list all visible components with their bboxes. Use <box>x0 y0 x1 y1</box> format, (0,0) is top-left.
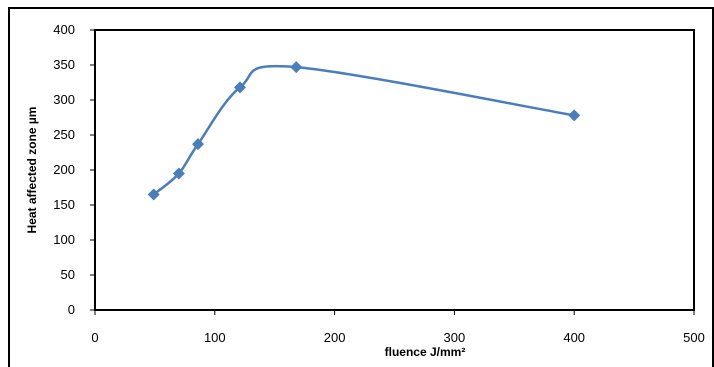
line-chart: 0 50 100 150 200 250 300 350 400 0 100 200 300 400 50… <box>25 22 705 357</box>
x-axis-title: fluence J/mm² <box>385 345 466 357</box>
y-tick-label: 300 <box>53 92 75 107</box>
x-tick-label: 500 <box>683 330 705 345</box>
y-tick-label: 350 <box>53 57 75 72</box>
data-point-marker <box>172 167 185 180</box>
y-tick-label: 200 <box>53 162 75 177</box>
series-markers <box>147 61 581 201</box>
plot-area <box>94 29 695 311</box>
x-tick-label: 400 <box>563 330 585 345</box>
y-axis-ticks: 0 50 100 150 200 250 300 350 400 <box>53 22 95 317</box>
y-tick-label: 150 <box>53 197 75 212</box>
data-point-marker <box>147 188 160 201</box>
data-point-marker <box>233 81 246 94</box>
x-tick-label: 300 <box>444 330 466 345</box>
y-tick-label: 400 <box>53 22 75 37</box>
x-tick-label: 200 <box>324 330 346 345</box>
x-axis-ticks: 0 100 200 300 400 500 <box>91 310 705 345</box>
data-point-marker <box>290 61 303 74</box>
y-axis-title: Heat affected zone µm <box>25 107 39 234</box>
y-tick-label: 100 <box>53 232 75 247</box>
data-point-marker <box>568 109 581 122</box>
x-tick-label: 100 <box>204 330 226 345</box>
data-point-marker <box>192 138 205 151</box>
x-tick-label: 0 <box>91 330 98 345</box>
y-tick-label: 50 <box>61 267 75 282</box>
y-tick-label: 0 <box>68 302 75 317</box>
y-tick-label: 250 <box>53 127 75 142</box>
